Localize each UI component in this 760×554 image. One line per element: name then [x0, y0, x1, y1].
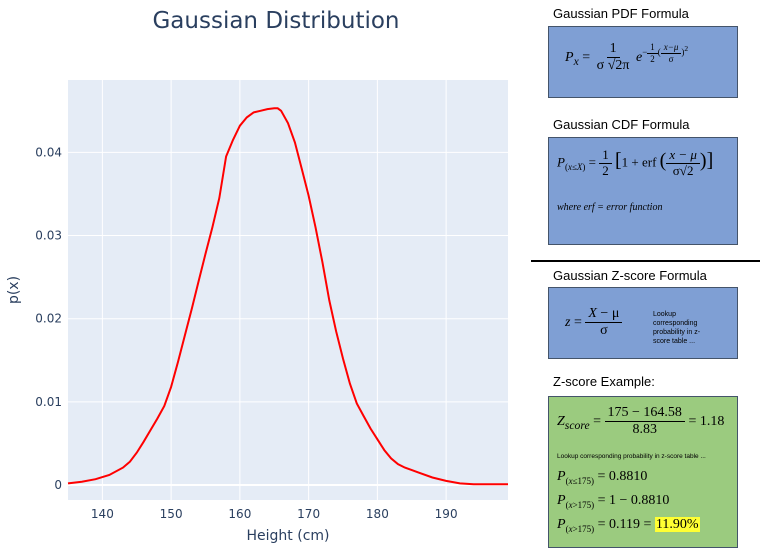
- probability-gt-175-result: P(x>175) = 0.119 = 11.90%: [557, 517, 700, 534]
- gaussian-curve: [67, 107, 508, 486]
- x-tick-label: 190: [435, 507, 458, 521]
- y-tick-label: 0.02: [35, 312, 62, 326]
- grid-lines: [68, 80, 508, 500]
- y-tick-labels: 0 0.01 0.02 0.03 0.04: [35, 145, 62, 492]
- x-tick-label: 180: [366, 507, 389, 521]
- x-tick-label: 170: [297, 507, 320, 521]
- y-tick-label: 0.03: [35, 229, 62, 243]
- plot-area: [68, 80, 508, 500]
- example-zscore: Zscore = 175 − 164.58 8.83 = 1.18: [557, 405, 725, 438]
- p-gt-175-percent: 11.90%: [654, 517, 700, 532]
- pdf-formula-heading: Gaussian PDF Formula: [553, 6, 689, 21]
- example-result: = 1.18: [688, 413, 725, 429]
- chart-title: Gaussian Distribution: [152, 8, 399, 34]
- zscore-note: Lookup corresponding probability in z-sc…: [653, 311, 701, 346]
- y-tick-label: 0: [54, 478, 62, 492]
- zscore-formula-heading: Gaussian Z-score Formula: [553, 268, 707, 283]
- probability-le-175: P(x≤175) = 0.8810: [557, 469, 648, 486]
- example-numerator: 175 − 164.58: [604, 405, 685, 423]
- p-le-175-value: = 0.8810: [597, 469, 648, 484]
- gaussian-chart: Gaussian Distribution 140 150 160 170 180 190…: [6, 8, 508, 544]
- example-note: Lookup corresponding probability in z-sc…: [557, 453, 706, 460]
- example-denominator: 8.83: [632, 422, 657, 438]
- x-tick-label: 140: [91, 507, 114, 521]
- x-axis-label: Height (cm): [247, 528, 330, 544]
- example-box: Zscore = 175 − 164.58 8.83 = 1.18 Lookup …: [548, 396, 738, 548]
- y-axis-label: p(x): [6, 276, 22, 304]
- x-tick-label: 150: [160, 507, 183, 521]
- cdf-note: where erf = error function: [557, 202, 663, 213]
- probability-gt-175-calc: P(x>175) = 1 − 0.8810: [557, 493, 670, 510]
- x-tick-labels: 140 150 160 170 180 190: [91, 507, 458, 521]
- example-heading: Z-score Example:: [553, 374, 655, 389]
- cdf-formula-heading: Gaussian CDF Formula: [553, 117, 690, 132]
- y-tick-label: 0.01: [35, 395, 62, 409]
- x-tick-label: 160: [228, 507, 251, 521]
- p-gt-175-calc: = 1 − 0.8810: [597, 493, 670, 508]
- y-tick-label: 0.04: [35, 145, 62, 159]
- p-gt-175-value: = 0.119 =: [597, 517, 652, 532]
- section-divider: [531, 260, 760, 262]
